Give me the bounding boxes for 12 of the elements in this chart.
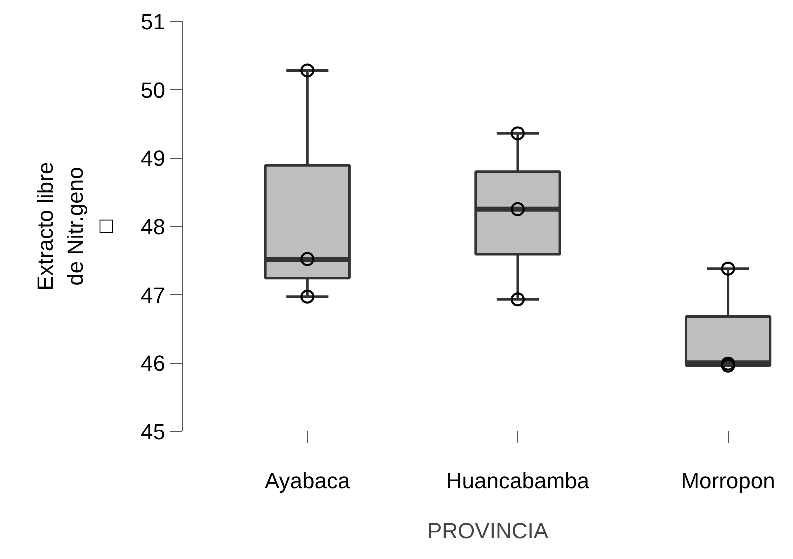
x-tick-label: Huancabamba [446, 468, 590, 494]
y-tick-label: 48 [141, 214, 166, 240]
y-tick-label: 47 [141, 282, 166, 308]
y-tick-label: 51 [141, 10, 166, 34]
x-axis-title: PROVINCIA [427, 518, 549, 544]
x-tick-label: Ayabaca [265, 468, 352, 494]
y-axis-title: Extracto libre de Nitr.geno □ [33, 162, 118, 291]
y-tick-label: 46 [141, 351, 166, 376]
y-tick-label: 49 [141, 146, 166, 172]
y-tick-label: 50 [141, 78, 166, 103]
x-tick-label: Morropon [681, 468, 776, 494]
y-tick-label: 45 [141, 420, 166, 444]
